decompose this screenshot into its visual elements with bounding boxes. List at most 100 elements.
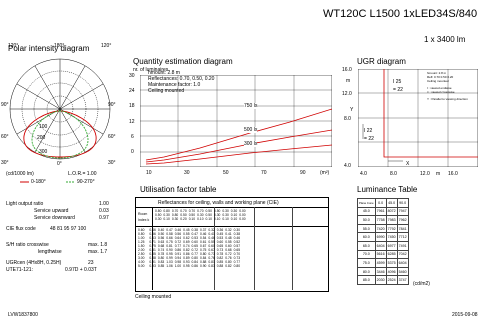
util-cell: 0.84 bbox=[199, 256, 207, 260]
util-row: 1.25 0.71 0.63 0.75 0.72 0.69 0.60 0.61 0.55 0.60… bbox=[137, 240, 241, 244]
polar-angle-left-30: 30° bbox=[1, 160, 9, 166]
luminance-angle: 85.0 bbox=[357, 275, 376, 285]
util-room-index: 5.00 bbox=[138, 264, 145, 268]
luminance-row: 80.0 3446 4096 5460 bbox=[357, 266, 409, 277]
util-cell: 0.90 bbox=[166, 248, 173, 252]
polar-ring-200: 200 bbox=[37, 135, 46, 141]
util-rp-10: 0.10 bbox=[230, 217, 238, 221]
util-cell: 0.81 bbox=[208, 260, 215, 264]
ugr-legend-item-2: Y : Parallel to viewing direction bbox=[427, 97, 468, 101]
util-rw-11: 0.00 bbox=[239, 213, 246, 217]
ugr-x-m: m bbox=[436, 171, 441, 177]
luminance-row: 55.0 7420 7792 7841 bbox=[357, 223, 409, 234]
ugr-marker-crosswise-22: = 22 bbox=[393, 87, 403, 93]
util-caption: Reflectances for ceiling, walls and work… bbox=[158, 200, 279, 206]
ugr-x-16: 16.0 bbox=[448, 171, 458, 177]
luminance-cell: 7491 bbox=[396, 240, 409, 251]
util-cell: 0.77 bbox=[233, 260, 241, 264]
polar-angle-bottom: 0° bbox=[57, 161, 62, 167]
util-cell: 0.36 bbox=[216, 228, 224, 232]
util-cell: 0.56 bbox=[149, 232, 156, 236]
ugr-marker-crosswise-22b-value: 22 bbox=[368, 136, 374, 142]
spec-label-cie: CIE flux code bbox=[6, 226, 36, 232]
ugr-legend: hmount: 2.8 m Refl: 0.70 0.50 0.20 Ceili… bbox=[427, 71, 477, 101]
util-rp-11: 0.00 bbox=[239, 217, 246, 221]
spec-value-cie: 48 81 95 97 100 bbox=[50, 226, 87, 232]
ugr-boundary-line bbox=[383, 69, 478, 158]
util-room-index: 1.25 bbox=[138, 240, 145, 244]
util-cell: 0.46 bbox=[149, 228, 156, 232]
util-cell: 0.72 bbox=[174, 240, 182, 244]
util-rp-4: 0.20 bbox=[180, 217, 187, 221]
quantity-chart: hmount: 2.8 m Reflectances: 0.70, 0.50, … bbox=[139, 70, 333, 168]
quantity-x-50: 50 bbox=[223, 170, 229, 176]
header-title: WT120C L1500 1xLED34S/840 bbox=[323, 8, 478, 20]
luminance-cell: 4096 bbox=[385, 266, 398, 277]
ugr-y-12: 12.0 bbox=[342, 91, 352, 97]
util-cell: 0.56 bbox=[174, 232, 182, 236]
util-title: Utilisation factor table bbox=[140, 185, 217, 194]
spec-label-sh-length: lengthwise bbox=[38, 249, 62, 255]
luminance-cell: 7961 bbox=[374, 206, 387, 217]
polar-angle-left-60: 60° bbox=[1, 134, 9, 140]
luminance-title: Luminance Table bbox=[357, 185, 418, 194]
util-row: 1.50 0.75 0.68 0.81 0.77 0.74 0.65 0.67 0.60 0.65… bbox=[137, 244, 241, 248]
util-cell: 0.72 bbox=[191, 248, 198, 252]
ugr-legend-info-0: hmount: 2.8 m bbox=[427, 71, 447, 75]
util-body: 0.60 0.46 0.40 0.47 0.46 0.45 0.38 0.37 0.32 0.36… bbox=[137, 228, 241, 268]
util-cell: 0.32 bbox=[208, 228, 215, 232]
ugr-marker-endwise-25-value: 25 bbox=[395, 79, 402, 85]
util-cell: 0.70 bbox=[233, 252, 241, 256]
quantity-info-1: Reflectances: 0.70, 0.50, 0.20 bbox=[148, 76, 215, 82]
util-cell: 0.40 bbox=[157, 228, 165, 232]
luminance-angle: 65.0 bbox=[357, 240, 376, 251]
util-cell: 0.83 bbox=[208, 264, 215, 268]
util-cell: 0.65 bbox=[191, 244, 198, 248]
util-rc-7: 0.50 bbox=[205, 209, 212, 213]
util-cell: 0.47 bbox=[191, 232, 198, 236]
util-cell: 0.38 bbox=[233, 232, 241, 236]
util-rc-9: 0.30 bbox=[222, 209, 229, 213]
luminance-cell: 7841 bbox=[396, 223, 409, 234]
util-rc-10: 0.30 bbox=[230, 209, 238, 213]
util-cell: 0.60 bbox=[216, 240, 224, 244]
util-cell: 0.67 bbox=[208, 248, 215, 252]
quantity-line-500 bbox=[145, 129, 333, 163]
util-rp-6: 0.10 bbox=[197, 217, 204, 221]
ugr-legend-item-1: = : viewed crosswise bbox=[427, 90, 455, 94]
luminance-cell: 7962 bbox=[396, 215, 409, 225]
util-room-index: 4.00 bbox=[138, 260, 145, 264]
luminance-cell: 7450 bbox=[385, 232, 398, 242]
ugr-legend-info-1: Refl: 0.70 0.50 0.20 bbox=[427, 75, 454, 79]
quantity-x-unit: (m²) bbox=[320, 170, 330, 176]
util-cell: 0.86 bbox=[174, 248, 182, 252]
util-cell: 0.69 bbox=[183, 240, 190, 244]
util-cell: 0.86 bbox=[191, 264, 198, 268]
util-cell: 0.80 bbox=[233, 264, 241, 268]
quantity-info-2: Maintenance factor: 1.0 bbox=[148, 82, 201, 88]
util-cell: 0.41 bbox=[225, 232, 232, 236]
quantity-y-24: 24 bbox=[129, 88, 135, 94]
util-cell: 0.73 bbox=[233, 256, 241, 260]
util-cell: 0.93 bbox=[149, 264, 156, 268]
util-cell: 0.55 bbox=[208, 240, 215, 244]
util-rc-11: 0.00 bbox=[239, 209, 246, 213]
luminance-table: Plane Cone 0.0 45.0 90.0 45.0 7961 8072 794… bbox=[357, 198, 409, 285]
util-rw-5: 0.50 bbox=[188, 213, 196, 217]
util-cell: 1.03 bbox=[166, 260, 173, 264]
luminance-unit: (cd/m2) bbox=[413, 281, 430, 287]
util-cell: 0.80 bbox=[191, 256, 198, 260]
util-row: 2.00 0.81 0.74 0.90 0.86 0.82 0.72 0.75 0.67 0.73… bbox=[137, 248, 241, 252]
util-cell: 0.55 bbox=[225, 240, 232, 244]
util-cell: 0.91 bbox=[149, 260, 156, 264]
util-room-index: 2.50 bbox=[138, 252, 145, 256]
spec-value-ugr: 23 bbox=[88, 260, 94, 266]
util-room-index: 0.80 bbox=[138, 232, 145, 236]
util-cell: 0.53 bbox=[191, 236, 198, 240]
polar-angle-right-60: 60° bbox=[108, 134, 116, 140]
luminance-cell: 7420 bbox=[374, 223, 387, 234]
util-rw-4: 0.50 bbox=[180, 213, 187, 217]
ugr-x-axis-label: X bbox=[406, 161, 410, 167]
spec-value-sh-cross: max. 1.8 bbox=[88, 242, 108, 248]
util-cell: 0.82 bbox=[216, 256, 224, 260]
